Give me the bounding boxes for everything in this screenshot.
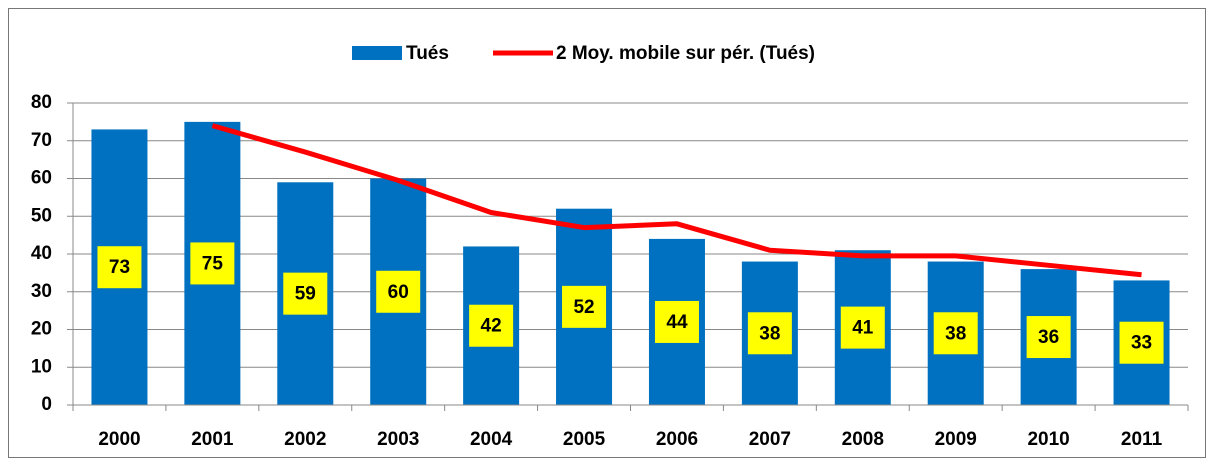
data-label-box <box>933 312 978 355</box>
data-label-box <box>283 272 328 315</box>
data-label-box <box>97 246 142 289</box>
data-label-box <box>1119 321 1164 364</box>
data-label-box <box>469 304 514 347</box>
y-tick-label: 50 <box>31 205 52 226</box>
x-tick-label: 2005 <box>563 429 606 450</box>
x-tick-label: 2009 <box>935 429 977 450</box>
data-label-box <box>376 270 421 313</box>
x-tick-label: 2003 <box>377 429 419 450</box>
data-label: 38 <box>759 323 780 344</box>
data-label: 60 <box>388 282 409 303</box>
x-tick-label: 2006 <box>656 429 698 450</box>
data-label: 44 <box>666 312 688 333</box>
data-label: 33 <box>1131 333 1152 354</box>
data-label: 59 <box>295 284 316 305</box>
data-label-box <box>190 242 235 285</box>
data-label: 52 <box>573 297 594 318</box>
x-tick-label: 2002 <box>284 429 326 450</box>
data-label: 75 <box>202 253 224 274</box>
y-tick-label: 70 <box>31 130 52 151</box>
x-tick-label: 2007 <box>749 429 791 450</box>
y-tick-label: 60 <box>31 168 52 189</box>
data-label-box <box>747 312 792 355</box>
data-label: 38 <box>945 323 966 344</box>
x-tick-label: 2000 <box>98 429 140 450</box>
x-tick-label: 2001 <box>191 429 234 450</box>
y-tick-label: 0 <box>41 394 52 415</box>
data-label: 73 <box>109 257 130 278</box>
legend-swatch <box>352 46 402 60</box>
y-tick-label: 20 <box>31 319 52 340</box>
y-tick-label: 40 <box>31 243 52 264</box>
y-tick-label: 80 <box>31 92 52 113</box>
y-tick-label: 10 <box>31 356 52 377</box>
y-tick-label: 30 <box>31 281 52 302</box>
data-label-box <box>562 285 607 328</box>
legend-label: 2 Moy. mobile sur pér. (Tués) <box>556 43 815 64</box>
line <box>211 123 1142 278</box>
data-label: 36 <box>1038 327 1059 348</box>
x-tick-label: 2011 <box>1121 429 1163 450</box>
x-tick-label: 2010 <box>1027 429 1069 450</box>
x-tick-label: 2008 <box>842 429 884 450</box>
data-label-box <box>840 306 885 349</box>
data-label-box <box>1026 316 1071 359</box>
x-tick-label: 2004 <box>470 429 513 450</box>
data-label: 41 <box>852 318 874 339</box>
legend-label: Tués <box>406 43 449 64</box>
data-label: 42 <box>481 316 502 337</box>
data-label-box <box>654 300 699 343</box>
